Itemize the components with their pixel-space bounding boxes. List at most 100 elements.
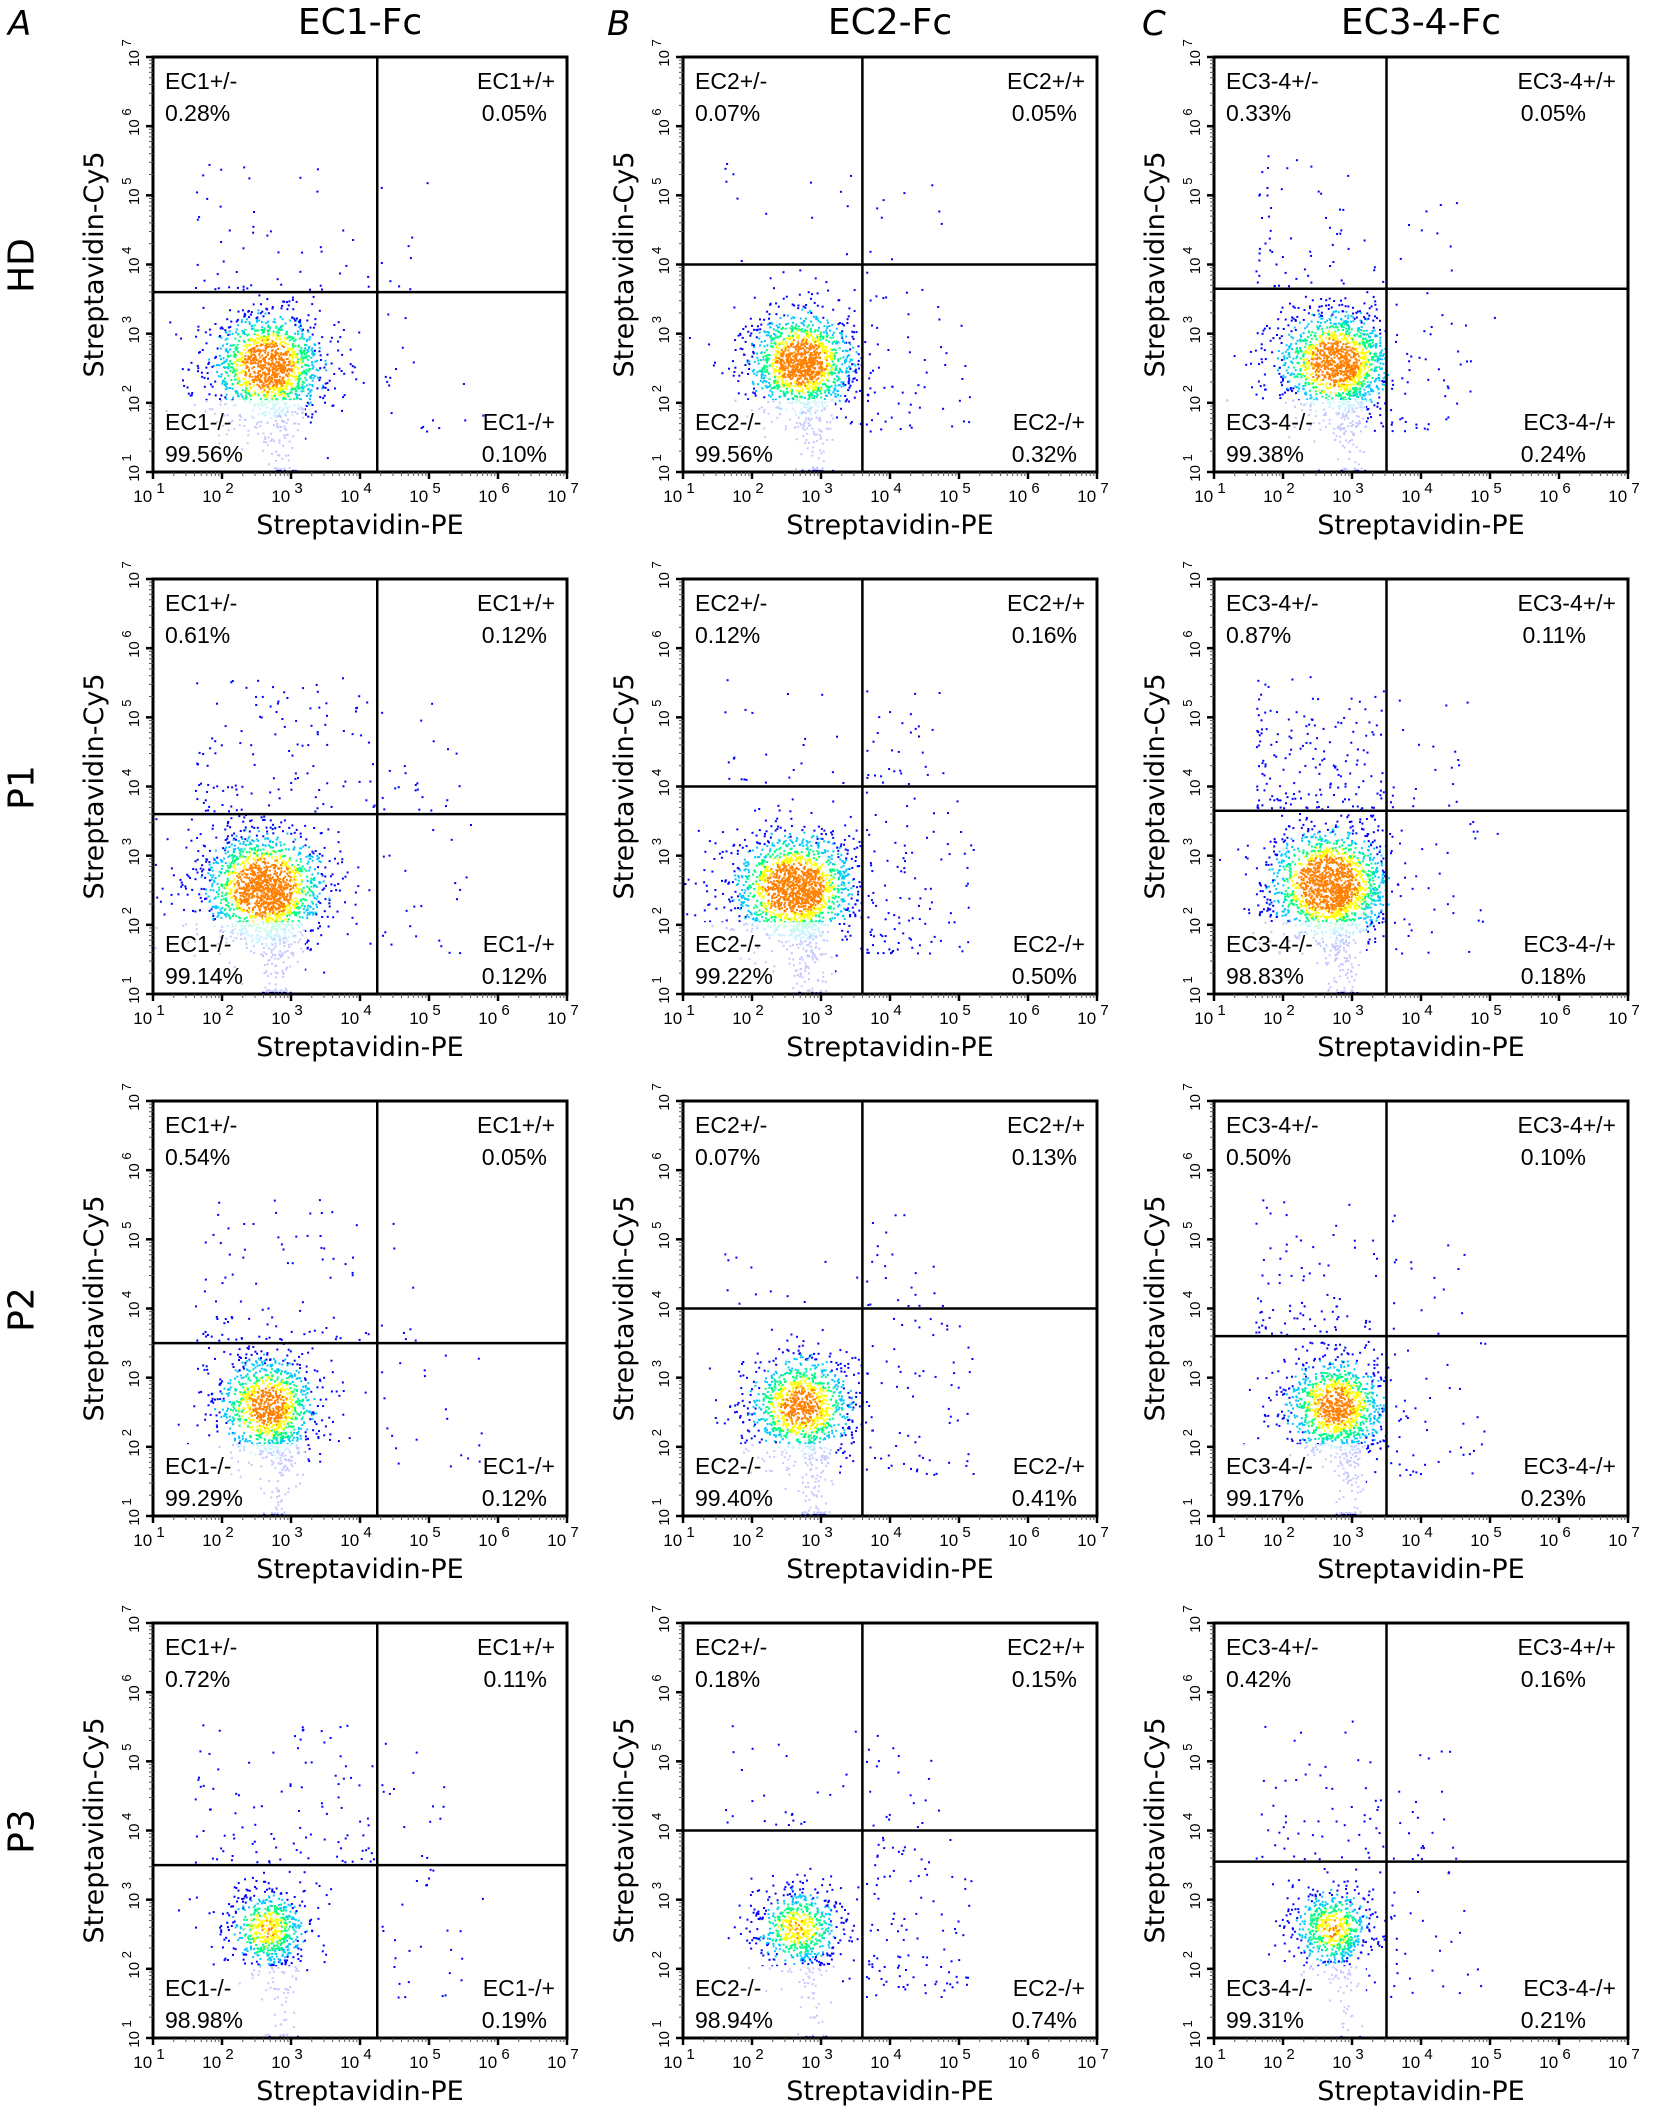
event-dot (253, 339, 256, 342)
event-dot (296, 352, 299, 355)
event-dot (795, 323, 798, 326)
event-dot (842, 324, 845, 327)
event-dot (300, 349, 303, 352)
event-dot (840, 407, 842, 410)
event-dot (195, 335, 198, 338)
event-dot (809, 334, 812, 336)
event-dot (769, 364, 772, 367)
event-dot (1369, 363, 1372, 366)
event-dot (271, 358, 274, 361)
event-dot (828, 385, 831, 388)
event-dot (794, 374, 797, 377)
event-dot (1380, 422, 1383, 425)
event-dot (1380, 349, 1383, 352)
event-dot (1381, 383, 1384, 386)
event-dot (214, 288, 217, 291)
event-dot (265, 392, 268, 395)
event-dot (751, 355, 754, 358)
event-dot (398, 285, 401, 288)
event-dot (262, 315, 265, 318)
event-dot (311, 352, 314, 355)
event-dot (235, 369, 238, 372)
event-dot (810, 181, 812, 184)
event-dot (805, 363, 808, 366)
event-dot (814, 373, 817, 376)
event-dot (1351, 350, 1354, 353)
event-dot (234, 378, 236, 381)
event-dot (759, 359, 762, 362)
event-dot (1350, 328, 1353, 331)
event-dot (750, 332, 753, 335)
event-dot (794, 380, 797, 383)
event-dot (252, 346, 255, 349)
event-dot (1331, 359, 1334, 362)
event-dot (309, 326, 312, 329)
event-dot (1304, 349, 1307, 352)
event-dot (868, 377, 871, 380)
event-dot (1363, 343, 1366, 346)
event-dot (1368, 393, 1371, 396)
event-dot (817, 371, 820, 374)
event-dot (776, 355, 779, 358)
event-dot (225, 348, 228, 351)
event-dot (850, 421, 853, 423)
event-dot (1341, 338, 1344, 341)
event-dot (763, 379, 766, 382)
event-dot (263, 394, 266, 397)
event-dot (276, 387, 279, 390)
event-dot (209, 383, 212, 386)
event-dot (1341, 310, 1344, 313)
event-dot (1326, 319, 1329, 322)
event-dot (780, 365, 783, 368)
event-dot (236, 390, 239, 393)
event-dot (768, 381, 771, 384)
event-dot (799, 376, 802, 379)
event-dot (1316, 358, 1319, 361)
event-dot (1291, 348, 1294, 350)
event-dot (1256, 281, 1259, 284)
event-dot (280, 370, 283, 373)
event-dot (780, 355, 783, 358)
event-dot (1285, 344, 1288, 347)
event-dot (237, 310, 240, 313)
event-dot (789, 357, 792, 360)
event-dot (305, 371, 308, 374)
event-dot (846, 356, 849, 359)
event-dot (1331, 313, 1334, 316)
event-dot (259, 349, 262, 352)
event-dot (287, 364, 290, 367)
event-dot (775, 359, 778, 362)
event-dot (1258, 259, 1261, 262)
quadrant-percent-lower-left: 99.56% (695, 441, 773, 467)
event-dot (220, 358, 222, 361)
event-dot (772, 337, 775, 340)
event-dot (291, 338, 294, 341)
event-dot (1300, 350, 1303, 353)
event-dot (1311, 331, 1314, 334)
event-dot (197, 325, 200, 328)
event-dot (789, 389, 792, 392)
event-dot (855, 351, 858, 354)
event-dot (797, 377, 800, 380)
event-dot (1334, 375, 1337, 378)
event-dot (1250, 362, 1252, 365)
event-dot (806, 330, 809, 332)
event-dot (822, 342, 824, 345)
event-dot (792, 334, 794, 337)
y-axis-title: Streptavidin-Cy5 (609, 151, 640, 377)
event-dot (321, 288, 323, 291)
event-dot (853, 289, 856, 292)
event-dot (1323, 362, 1326, 365)
event-dot (759, 318, 761, 321)
event-dot (816, 394, 819, 397)
event-dot (816, 292, 819, 295)
event-dot (852, 377, 855, 380)
event-dot (280, 386, 283, 389)
event-dot (1358, 327, 1360, 330)
event-dot (279, 388, 281, 391)
event-dot (1324, 376, 1327, 379)
event-dot (1365, 373, 1368, 376)
event-dot (755, 336, 758, 339)
event-dot (833, 378, 836, 380)
